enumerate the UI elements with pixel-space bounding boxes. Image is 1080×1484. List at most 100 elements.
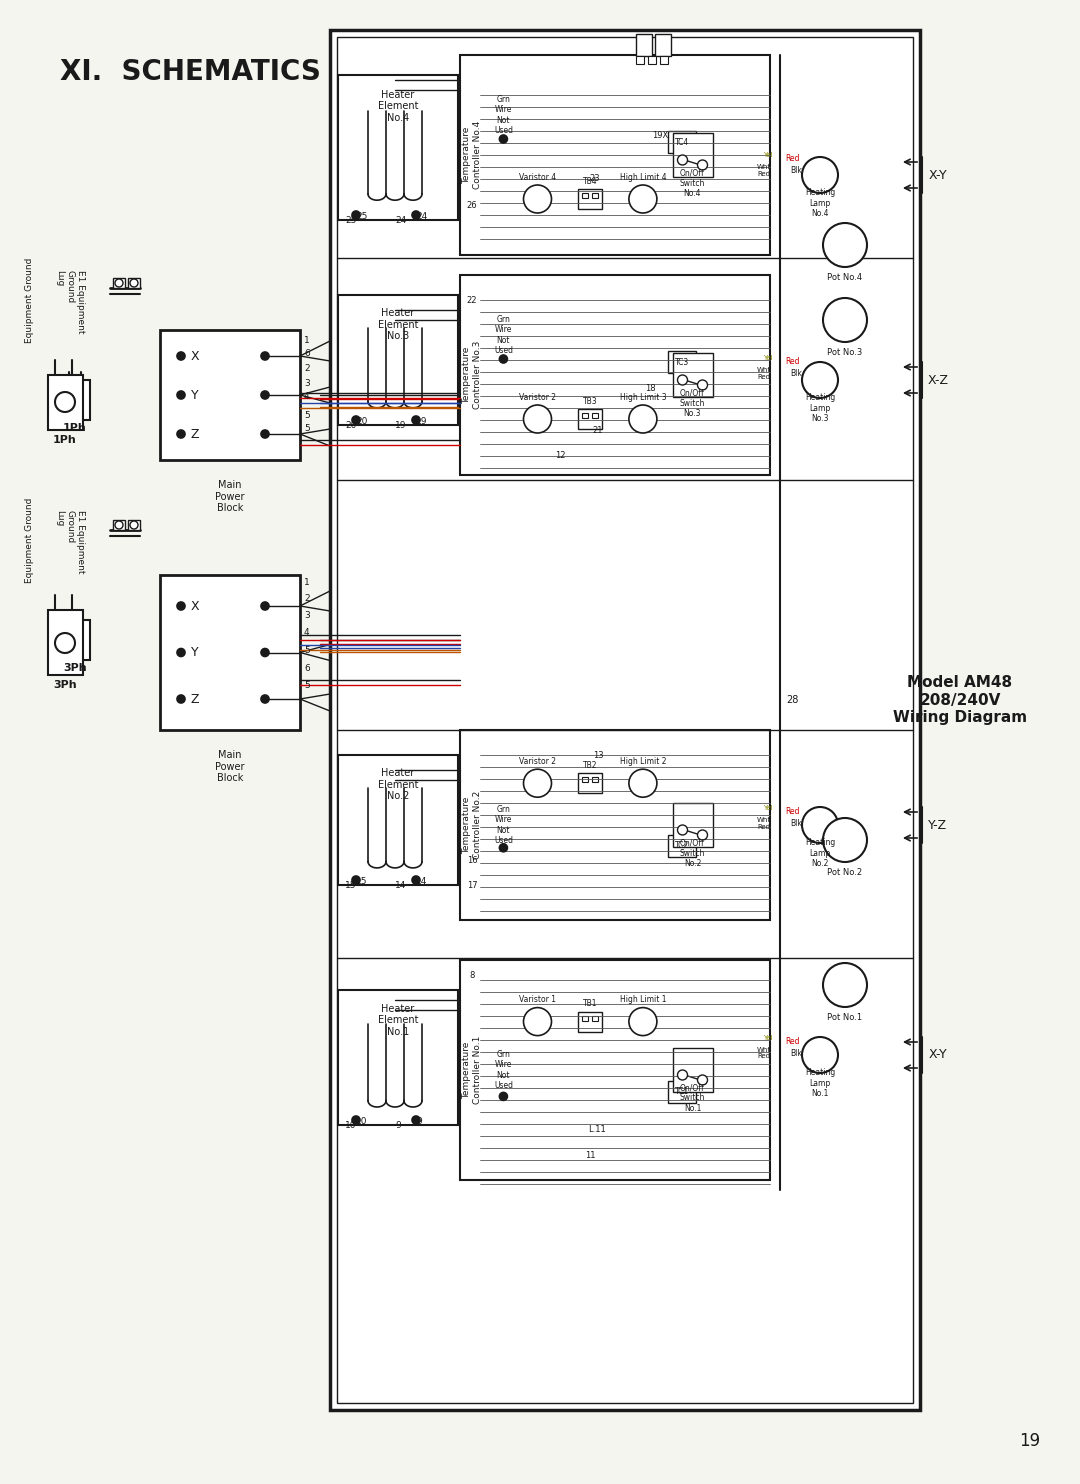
Circle shape [698,380,707,390]
Text: TB2: TB2 [583,761,597,770]
Text: Wht
Red: Wht Red [757,816,771,830]
Circle shape [524,769,552,797]
Circle shape [823,223,867,267]
Circle shape [114,279,123,286]
Circle shape [177,649,185,656]
Text: Temperature
Controller No.1: Temperature Controller No.1 [462,1036,482,1104]
Circle shape [524,405,552,433]
Bar [60,620,90,660]
Text: 1Ph: 1Ph [53,435,77,445]
Circle shape [499,844,508,852]
Circle shape [177,695,185,703]
Text: Y: Y [191,646,199,659]
Text: Varistor 2: Varistor 2 [519,392,556,402]
Circle shape [261,430,269,438]
Text: Blk: Blk [789,1049,801,1058]
Text: 5: 5 [303,681,310,690]
Text: Red: Red [785,806,799,816]
Circle shape [411,1116,420,1123]
Text: Equipment Ground: Equipment Ground [26,257,35,343]
Bar [654,34,671,56]
Text: Wht
Red: Wht Red [757,163,771,177]
Bar [648,56,656,64]
Text: Y-Z: Y-Z [929,819,947,831]
Text: TB3: TB3 [583,396,597,405]
Bar [582,413,589,418]
Text: 4: 4 [303,628,310,637]
Circle shape [261,352,269,361]
Circle shape [802,1037,838,1073]
Text: Wht
Red: Wht Red [757,1046,771,1060]
Text: X-Y: X-Y [929,1049,947,1061]
Circle shape [524,186,552,214]
Bar [667,834,696,856]
Text: On/Off
Switch
No.2: On/Off Switch No.2 [679,838,705,868]
Text: 5: 5 [303,423,310,432]
Text: 5: 5 [303,646,310,654]
Bar [578,1012,603,1031]
Bar [113,278,125,288]
Text: Wht
Red: Wht Red [757,367,771,380]
Text: Pot No.2: Pot No.2 [827,868,863,877]
Bar [338,295,458,424]
Circle shape [352,1116,360,1123]
Text: Y: Y [191,389,199,402]
Text: 18: 18 [645,383,656,392]
Text: 1: 1 [303,335,310,344]
Text: Equipment Ground: Equipment Ground [26,497,35,583]
Text: Red: Red [785,1036,799,1046]
Circle shape [411,876,420,884]
Text: 24: 24 [416,212,428,221]
Text: Temperature
Controller No.2: Temperature Controller No.2 [462,791,482,859]
Text: On/Off
Switch
No.4: On/Off Switch No.4 [679,168,705,197]
Circle shape [261,603,269,610]
Text: 22: 22 [467,295,477,304]
Text: 25: 25 [345,215,356,224]
Text: L.11: L.11 [589,1125,606,1134]
Circle shape [629,1008,657,1036]
Text: Varistor 2: Varistor 2 [519,757,556,766]
Text: 13: 13 [593,751,604,760]
Text: 25: 25 [356,212,367,221]
Text: E1 Equipment
Ground
Lug: E1 Equipment Ground Lug [55,510,85,573]
Text: Yel: Yel [762,804,772,810]
Circle shape [677,825,688,835]
Bar [160,329,300,460]
Text: Heater
Element
No.2: Heater Element No.2 [378,769,418,801]
Text: Main
Power
Block: Main Power Block [215,479,245,513]
Text: TB4: TB4 [583,177,597,186]
Circle shape [177,390,185,399]
Text: Yel: Yel [762,151,772,157]
Circle shape [177,430,185,438]
Bar [667,1080,696,1103]
Text: Temperature
Controller No.4: Temperature Controller No.4 [462,120,482,188]
Text: 14: 14 [416,877,428,886]
Circle shape [802,362,838,398]
Text: Blk: Blk [789,819,801,828]
Bar [636,34,652,56]
Text: X-Y: X-Y [929,169,947,181]
Circle shape [352,876,360,884]
Text: 9: 9 [416,1117,422,1126]
Circle shape [499,355,508,364]
Text: 20: 20 [356,417,367,426]
Text: E1 Equipment
Ground
Lug: E1 Equipment Ground Lug [55,270,85,334]
Bar [338,755,458,884]
Bar [338,990,458,1125]
Circle shape [177,603,185,610]
Text: 10: 10 [356,1117,367,1126]
Text: Blk: Blk [789,166,801,175]
Text: High Limit 3: High Limit 3 [620,392,666,402]
Text: Grn
Wire
Not
Used: Grn Wire Not Used [494,315,513,355]
Text: 8: 8 [470,971,475,979]
Text: 15: 15 [345,880,356,889]
Text: 9: 9 [395,1120,401,1129]
Text: TC3: TC3 [675,358,689,367]
Circle shape [524,1008,552,1036]
Circle shape [352,416,360,424]
Text: 11: 11 [584,1150,595,1159]
Text: 21: 21 [593,426,604,435]
Circle shape [411,211,420,220]
Bar [460,55,770,255]
Bar [673,353,713,398]
